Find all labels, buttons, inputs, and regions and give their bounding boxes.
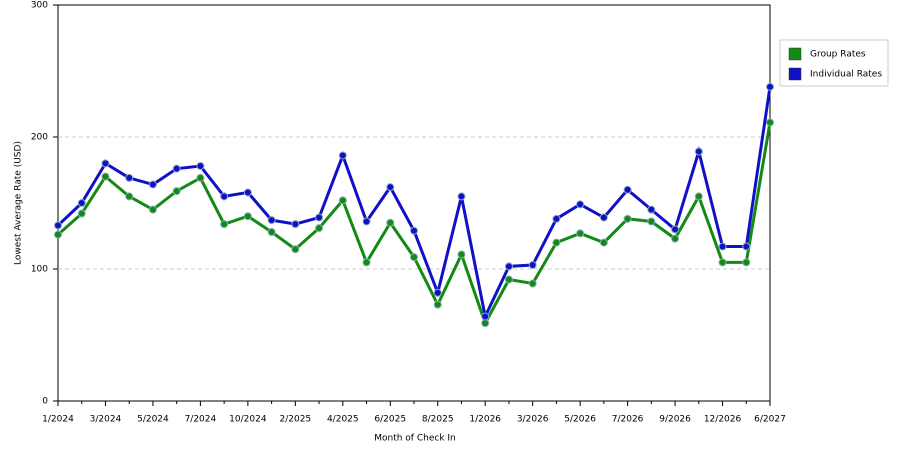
y-tick-label: 100	[31, 265, 48, 275]
x-tick-label: 1/2026	[469, 415, 501, 425]
point	[504, 275, 513, 284]
y-tick-label: 300	[31, 1, 48, 11]
point	[196, 173, 205, 182]
point	[433, 288, 442, 297]
point	[410, 226, 418, 235]
point	[101, 172, 110, 181]
point	[315, 213, 324, 222]
x-tick-label: 4/2025	[327, 415, 359, 425]
point	[599, 213, 608, 222]
x-tick-label: 6/2025	[374, 415, 406, 425]
point	[172, 164, 181, 173]
point	[410, 253, 418, 262]
point	[386, 218, 395, 227]
y-tick-label: 0	[42, 397, 48, 407]
point	[718, 258, 727, 267]
point	[647, 217, 656, 226]
point	[694, 147, 703, 156]
point	[718, 242, 727, 251]
point	[148, 180, 157, 189]
point	[125, 192, 134, 201]
point	[552, 214, 561, 223]
point	[623, 214, 632, 223]
point	[291, 220, 300, 229]
point	[54, 221, 62, 230]
x-tick-label: 1/2024	[42, 415, 74, 425]
x-axis-label: Month of Check In	[374, 434, 456, 444]
x-tick-label: 3/2026	[517, 415, 549, 425]
point	[315, 224, 324, 233]
x-tick-label: 3/2024	[90, 415, 122, 425]
y-tick-label: 200	[31, 133, 48, 143]
point	[267, 228, 276, 237]
point	[599, 238, 608, 247]
point	[220, 192, 229, 201]
point	[77, 199, 86, 207]
point	[386, 183, 395, 192]
point	[243, 212, 252, 221]
point	[694, 192, 703, 201]
point	[742, 242, 751, 251]
point	[54, 230, 62, 239]
legend-label: Individual Rates	[810, 70, 882, 80]
point	[362, 258, 371, 267]
point	[481, 312, 490, 321]
legend-label: Group Rates	[810, 50, 866, 60]
point	[528, 279, 537, 288]
point	[552, 238, 561, 247]
point	[671, 225, 680, 234]
legend-swatch	[788, 47, 802, 61]
y-axis-label: Lowest Average Rate (USD)	[14, 141, 24, 265]
point	[766, 118, 774, 127]
point	[243, 188, 252, 197]
point	[671, 234, 680, 243]
legend-swatch	[788, 67, 802, 81]
point	[172, 187, 181, 196]
point	[125, 173, 134, 182]
point	[528, 261, 537, 270]
point	[647, 205, 656, 214]
point	[338, 151, 347, 160]
point	[623, 185, 632, 194]
point	[766, 82, 774, 91]
point	[576, 200, 585, 209]
x-tick-label: 8/2025	[422, 415, 454, 425]
point	[196, 162, 205, 171]
point	[101, 159, 110, 168]
point	[267, 216, 276, 225]
x-tick-label: 12/2026	[704, 415, 742, 425]
point	[220, 220, 229, 229]
point	[338, 196, 347, 205]
point	[433, 300, 442, 309]
series-line	[57, 122, 772, 327]
point	[742, 258, 751, 267]
point	[457, 250, 466, 259]
x-tick-label: 6/2027	[754, 415, 786, 425]
point	[291, 245, 300, 254]
point	[77, 209, 86, 218]
x-tick-label: 5/2024	[137, 415, 169, 425]
point	[457, 192, 466, 201]
x-tick-label: 2/2025	[279, 415, 311, 425]
x-tick-label: 5/2026	[564, 415, 596, 425]
x-tick-label: 9/2026	[659, 415, 691, 425]
x-tick-label: 10/2024	[229, 415, 267, 425]
x-tick-label: 7/2026	[612, 415, 644, 425]
point	[481, 319, 490, 328]
point	[362, 217, 371, 226]
point	[148, 205, 157, 214]
point	[576, 229, 585, 238]
point	[504, 262, 513, 271]
x-tick-label: 7/2024	[185, 415, 217, 425]
plot-frame	[57, 4, 771, 402]
